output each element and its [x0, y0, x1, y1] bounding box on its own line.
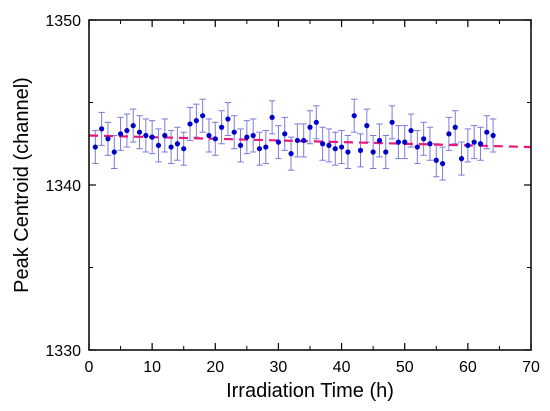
data-point	[155, 142, 162, 148]
data-point	[181, 146, 187, 152]
data-point	[282, 131, 288, 137]
data-point	[345, 149, 351, 155]
data-point	[389, 119, 395, 125]
data-point	[490, 132, 496, 139]
data-point	[288, 151, 294, 157]
data-point	[383, 149, 389, 155]
data-point	[458, 156, 465, 162]
data-point	[193, 118, 199, 124]
data-point	[294, 137, 300, 144]
data-point	[149, 134, 155, 140]
data-point	[395, 139, 401, 145]
tick-layer	[88, 19, 532, 351]
data-point	[477, 141, 484, 147]
plot-frame	[88, 19, 532, 351]
data-point	[471, 139, 477, 145]
data-point	[408, 127, 414, 134]
data-point	[440, 160, 446, 167]
fit-line-layer	[88, 134, 532, 149]
data-point	[162, 132, 168, 139]
y-tick-label: 1340	[45, 178, 81, 195]
data-point	[244, 134, 250, 140]
data-point	[105, 136, 111, 142]
data-point	[200, 113, 206, 119]
data-point	[174, 141, 180, 147]
data-point	[357, 147, 364, 153]
data-point	[269, 114, 275, 120]
fit-line	[88, 134, 532, 149]
x-tick-label: 20	[206, 359, 224, 376]
data-point	[433, 157, 439, 163]
x-tick-label: 30	[270, 359, 288, 376]
data-point	[275, 139, 282, 145]
data-point-layer	[92, 113, 496, 167]
data-point	[187, 121, 193, 127]
data-point	[231, 129, 237, 135]
data-point	[326, 142, 332, 148]
data-point	[452, 124, 458, 130]
data-point	[117, 131, 124, 137]
x-tick-label: 60	[459, 359, 477, 376]
data-point	[237, 142, 244, 148]
data-point	[351, 113, 357, 119]
data-point	[402, 139, 408, 145]
x-tick-label: 70	[522, 359, 540, 376]
data-point	[225, 116, 231, 122]
data-point	[130, 123, 136, 129]
y-tick-label: 1350	[45, 13, 81, 30]
data-point	[212, 136, 218, 142]
data-point	[465, 142, 471, 148]
data-point	[320, 141, 326, 147]
y-tick-label-layer: 1330 1340 1350	[45, 13, 81, 360]
x-tick-label-layer: 0 10 20 30 40 50 60 70	[85, 359, 540, 376]
data-point	[307, 124, 313, 130]
data-point	[168, 144, 174, 150]
x-tick-label: 0	[85, 359, 94, 376]
data-point	[256, 146, 263, 152]
data-point	[143, 132, 149, 139]
data-point	[250, 132, 256, 139]
data-point	[136, 129, 143, 135]
data-point	[421, 136, 427, 142]
data-point	[99, 126, 105, 132]
data-point	[332, 146, 338, 152]
data-point	[124, 127, 130, 134]
y-axis-title: Peak Centroid (channel)	[11, 77, 33, 293]
data-point	[111, 149, 117, 155]
data-point	[370, 149, 376, 155]
data-point	[446, 131, 452, 137]
data-point	[376, 137, 383, 144]
x-tick-label: 10	[143, 359, 161, 376]
data-point	[414, 144, 420, 150]
x-axis-title: Irradiation Time (h)	[226, 380, 394, 402]
data-point	[206, 132, 212, 139]
data-point	[427, 141, 433, 147]
data-point	[484, 129, 490, 135]
data-point	[338, 144, 345, 150]
x-tick-label: 40	[333, 359, 351, 376]
x-tick-label: 50	[396, 359, 414, 376]
y-tick-label: 1330	[45, 343, 81, 360]
data-point	[301, 137, 307, 144]
data-point	[313, 119, 319, 125]
data-point	[364, 123, 370, 129]
data-point	[263, 144, 269, 150]
data-point	[92, 144, 98, 150]
data-point	[219, 124, 225, 130]
